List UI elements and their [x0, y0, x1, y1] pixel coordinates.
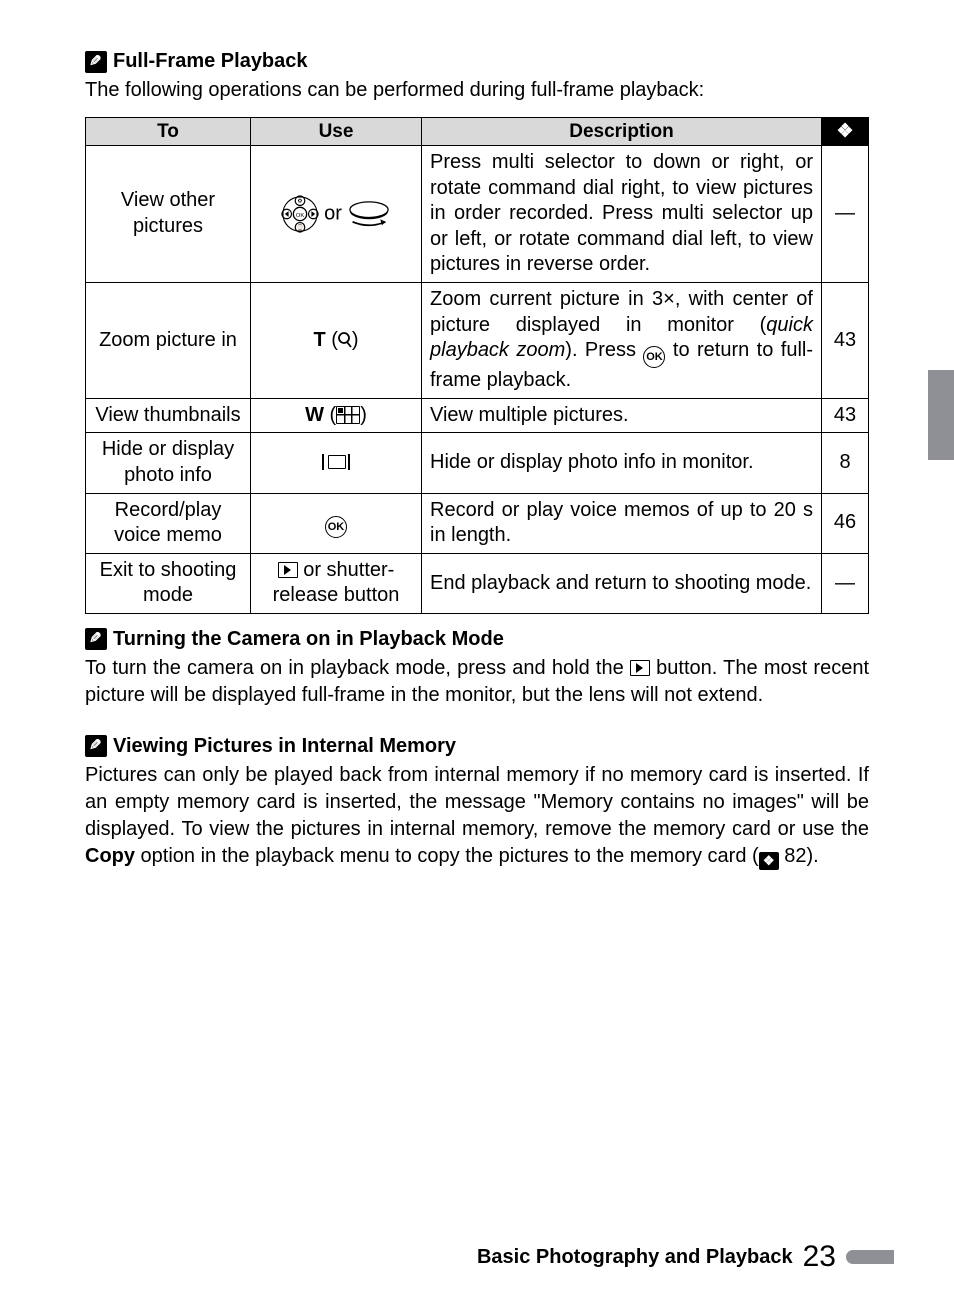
section-heading-playback: Full-Frame Playback: [85, 50, 869, 73]
table-header-row: To Use Description ❖: [86, 118, 869, 146]
cell-description: Hide or display photo info in monitor.: [422, 433, 822, 493]
turning-on-paragraph: To turn the camera on in playback mode, …: [85, 655, 869, 709]
ok-icon: OK: [643, 346, 665, 368]
cell-ref: 43: [822, 398, 869, 433]
note-icon: [85, 51, 107, 73]
manual-page: Full-Frame Playback The following operat…: [0, 0, 954, 1314]
svg-text:OK: OK: [295, 213, 303, 219]
cell-use: T (): [251, 282, 422, 398]
heading-text: Turning the Camera on in Playback Mode: [113, 628, 504, 651]
cell-use: OK ✿ ⌚ or: [251, 146, 422, 283]
page-number: 23: [803, 1240, 836, 1274]
th-reference: ❖: [822, 118, 869, 146]
table-row: Exit to shooting mode or shutter-release…: [86, 553, 869, 613]
cell-ref: —: [822, 553, 869, 613]
heading-text: Viewing Pictures in Internal Memory: [113, 735, 456, 758]
cell-ref: 8: [822, 433, 869, 493]
page-ref-icon: ❖: [759, 852, 779, 870]
internal-memory-paragraph: Pictures can only be played back from in…: [85, 762, 869, 870]
table-row: Record/play voice memo OK Record or play…: [86, 493, 869, 553]
th-use: Use: [251, 118, 422, 146]
table-row: Hide or display photo info Hide or displ…: [86, 433, 869, 493]
cell-description: Record or play voice memos of up to 20 s…: [422, 493, 822, 553]
cell-use: [251, 433, 422, 493]
thumbnail-grid-icon: [336, 406, 360, 424]
footer-bar: [846, 1250, 894, 1264]
section-heading-turning-on: Turning the Camera on in Playback Mode: [85, 628, 869, 651]
cell-description: Press multi selector to down or right, o…: [422, 146, 822, 283]
cell-to: View thumbnails: [86, 398, 251, 433]
cell-ref: 43: [822, 282, 869, 398]
svg-text:⌚: ⌚: [296, 223, 303, 231]
page-footer: Basic Photography and Playback 23: [477, 1240, 894, 1274]
ok-icon: OK: [325, 516, 347, 538]
cell-description: View multiple pictures.: [422, 398, 822, 433]
multi-selector-icon: OK ✿ ⌚: [281, 195, 319, 233]
note-icon: [85, 735, 107, 757]
svg-text:✿: ✿: [297, 198, 302, 205]
heading-text: Full-Frame Playback: [113, 50, 308, 73]
w-symbol: W: [305, 404, 324, 426]
footer-label: Basic Photography and Playback: [477, 1246, 793, 1269]
command-dial-icon: [347, 201, 391, 227]
cell-use: or shutter-release button: [251, 553, 422, 613]
magnify-icon: [338, 332, 352, 348]
operations-table: To Use Description ❖ View other pictures…: [85, 117, 869, 614]
cell-ref: 46: [822, 493, 869, 553]
cell-description: End playback and return to shooting mode…: [422, 553, 822, 613]
cell-description: Zoom current picture in 3×, with center …: [422, 282, 822, 398]
t-symbol: T: [313, 329, 325, 351]
table-row: Zoom picture in T () Zoom current pictur…: [86, 282, 869, 398]
playback-icon: [278, 562, 298, 578]
playback-icon: [630, 660, 650, 676]
intro-text: The following operations can be performe…: [85, 77, 869, 103]
cell-ref: —: [822, 146, 869, 283]
section-heading-internal-memory: Viewing Pictures in Internal Memory: [85, 735, 869, 758]
cell-to: Exit to shooting mode: [86, 553, 251, 613]
cell-use: W (): [251, 398, 422, 433]
note-icon: [85, 628, 107, 650]
th-description: Description: [422, 118, 822, 146]
cell-to: Hide or display photo info: [86, 433, 251, 493]
table-row: View other pictures OK ✿ ⌚ or: [86, 146, 869, 283]
cell-to: Record/play voice memo: [86, 493, 251, 553]
display-icon: [322, 454, 350, 470]
th-to: To: [86, 118, 251, 146]
table-row: View thumbnails W () View multiple pictu…: [86, 398, 869, 433]
section-tab: [928, 370, 954, 460]
cell-to: View other pictures: [86, 146, 251, 283]
cell-to: Zoom picture in: [86, 282, 251, 398]
cell-use: OK: [251, 493, 422, 553]
or-text: or: [324, 202, 342, 224]
